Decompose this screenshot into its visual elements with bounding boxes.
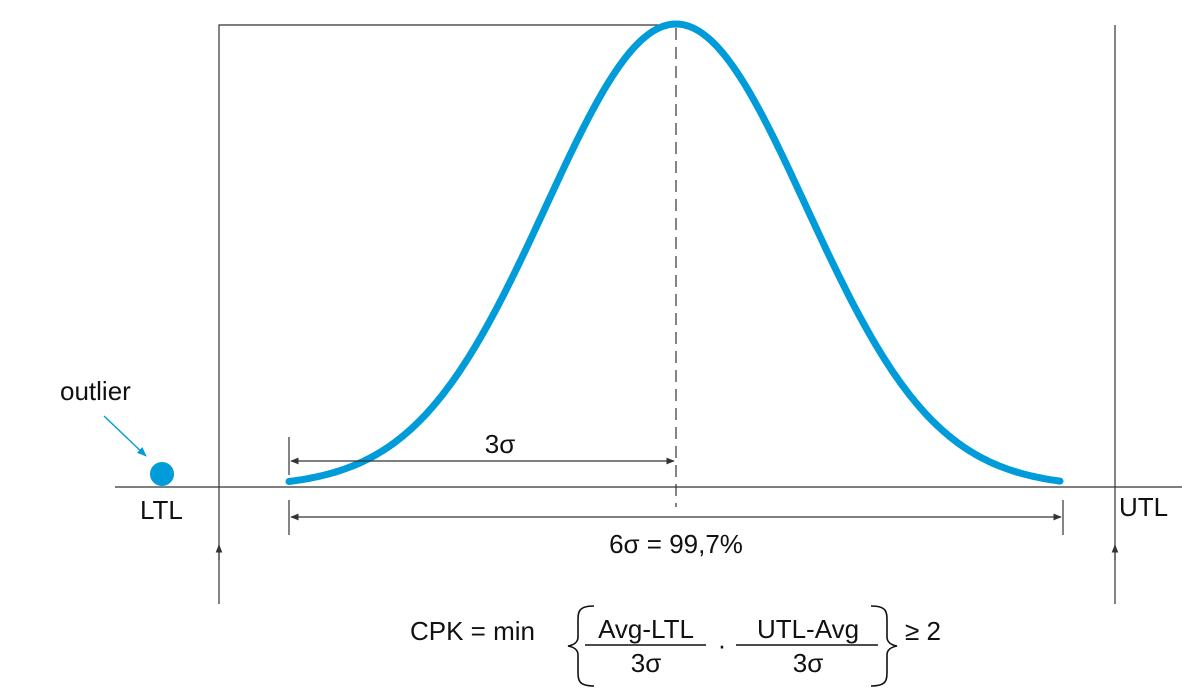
normal-distribution-curve <box>285 20 1064 485</box>
three-sigma-label: 3σ <box>485 429 516 459</box>
six-sigma-label: 6σ = 99,7% <box>609 529 743 559</box>
fraction2-numerator: UTL-Avg <box>757 614 859 644</box>
formula-lhs: CPK = min <box>410 616 535 646</box>
utl-label: UTL <box>1119 492 1168 522</box>
outlier-arrow <box>103 415 147 457</box>
formula-separator: · <box>718 630 727 660</box>
cpk-formula: CPK = min Avg-LTL 3σ · UTL-Avg 3σ ≥ 2 <box>410 605 941 687</box>
fraction1-denominator: 3σ <box>631 648 662 678</box>
outlier-label: outlier <box>60 376 131 406</box>
formula-left-brace <box>567 605 595 687</box>
ltl-limit-line <box>218 24 676 604</box>
outlier-dot <box>150 462 174 486</box>
fraction1-numerator: Avg-LTL <box>598 614 694 644</box>
fraction2-denominator: 3σ <box>793 648 824 678</box>
ltl-label: LTL <box>140 495 183 525</box>
formula-right-brace <box>870 605 898 687</box>
formula-rhs: ≥ 2 <box>905 616 941 646</box>
